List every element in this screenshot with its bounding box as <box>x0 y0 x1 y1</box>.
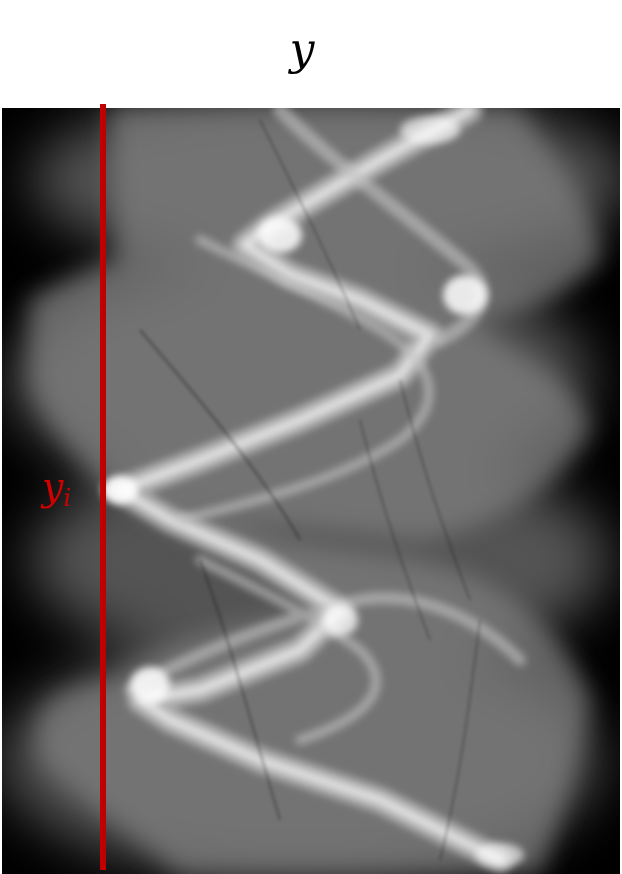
marker-label-main: y <box>42 465 64 509</box>
marker-label: yi <box>42 468 71 510</box>
sinogram-bands <box>2 108 620 874</box>
figure-title: y <box>289 24 315 75</box>
marker-label-subscript: i <box>63 484 72 512</box>
